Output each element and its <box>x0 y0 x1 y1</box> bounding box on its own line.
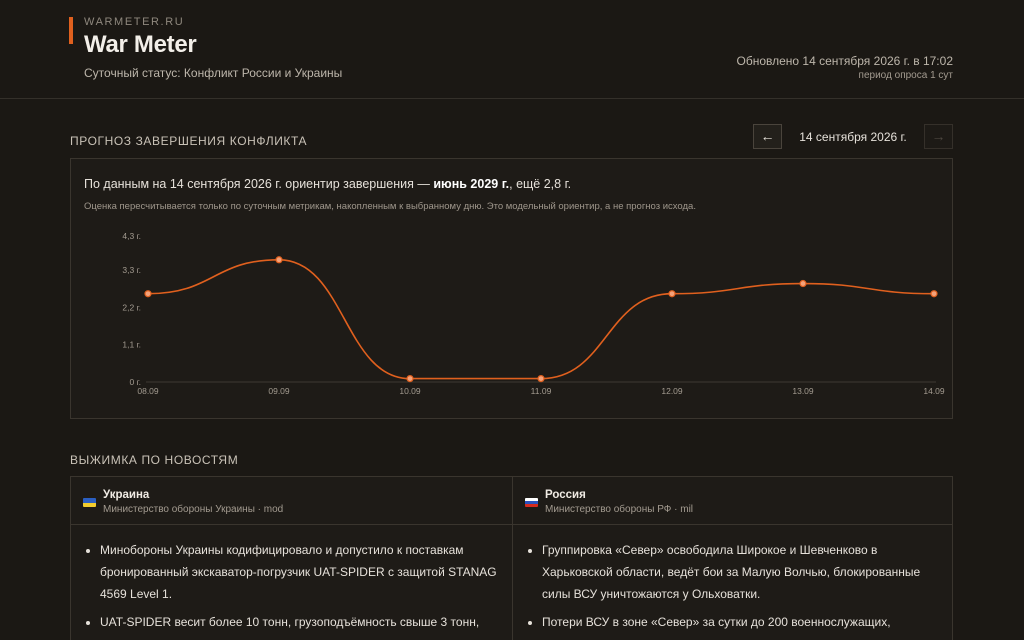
list-item: Потери ВСУ в зоне «Север» за сутки до 20… <box>542 611 946 633</box>
forecast-note: Оценка пересчитывается только по суточны… <box>84 201 696 212</box>
news-list-ukraine: Минобороны Украины кодифицировало и допу… <box>100 539 504 639</box>
list-item: Группировка «Север» освободила Широкое и… <box>542 539 946 605</box>
y-tick-label: 1,1 г. <box>122 340 141 350</box>
russia-flag-icon <box>525 498 538 507</box>
forecast-series-line <box>147 258 935 380</box>
news-card: Украина Министерство обороны Украины · m… <box>70 476 953 640</box>
data-point[interactable] <box>668 290 676 298</box>
news-section-title: ВЫЖИМКА ПО НОВОСТЯМ <box>70 453 239 467</box>
page-subtitle: Суточный статус: Конфликт России и Украи… <box>84 66 343 80</box>
forecast-chart: 4,3 г. 3,3 г. 2,2 г. 1,1 г. 0 г.08.09 09.09 10… <box>122 231 945 396</box>
x-tick-label: 14.09 <box>923 386 945 396</box>
prev-day-button[interactable]: ← <box>753 124 782 149</box>
country-name-russia: Россия <box>545 489 586 501</box>
source-russia: Министерство обороны РФ · mil <box>545 504 694 515</box>
news-header-ukraine: Украина Министерство обороны Украины · m… <box>71 477 512 525</box>
news-list-russia: Группировка «Север» освободила Широкое и… <box>542 539 946 639</box>
data-point[interactable] <box>799 279 807 288</box>
page-title: War Meter <box>84 31 197 58</box>
forecast-end-date: июнь 2029 г. <box>433 177 510 191</box>
brand-accent-bar <box>69 17 73 44</box>
list-item: UAT-SPIDER весит более 10 тонн, грузопод… <box>100 611 504 633</box>
news-column-ukraine: Украина Министерство обороны Украины · m… <box>71 477 512 640</box>
y-tick-label: 4,3 г. <box>122 231 141 241</box>
forecast-summary: По данным на 14 сентября 2026 г. ориенти… <box>84 177 572 191</box>
forecast-card: По данным на 14 сентября 2026 г. ориенти… <box>70 158 953 419</box>
data-point[interactable] <box>275 256 283 264</box>
x-tick-label: 13.09 <box>792 386 814 396</box>
data-point[interactable] <box>144 290 152 298</box>
y-tick-label: 3,3 г. <box>122 265 141 275</box>
x-tick-label: 08.09 <box>137 386 159 396</box>
ukraine-flag-icon <box>83 498 96 507</box>
news-header-russia: Россия Министерство обороны РФ · mil <box>513 477 952 525</box>
source-ukraine: Министерство обороны Украины · mod <box>103 504 284 515</box>
updated-timestamp: Обновлено 14 сентября 2026 г. в 17:02 <box>736 54 954 68</box>
poll-period: период опроса 1 сут <box>858 70 953 81</box>
forecast-section-title: ПРОГНОЗ ЗАВЕРШЕНИЯ КОНФЛИКТА <box>70 134 308 148</box>
current-date: 14 сентября 2026 г. <box>799 130 907 144</box>
y-tick-label: 0 г. <box>129 377 141 387</box>
y-tick-label: 2,2 г. <box>122 302 141 312</box>
x-tick-label: 11.09 <box>531 386 552 396</box>
brand-label: WARMETER.RU <box>84 16 185 28</box>
data-point[interactable] <box>537 375 545 383</box>
x-tick-label: 12.09 <box>661 386 683 396</box>
x-tick-label: 10.09 <box>399 386 421 396</box>
country-name-ukraine: Украина <box>103 489 150 501</box>
news-column-russia: Россия Министерство обороны РФ · mil Гру… <box>512 477 952 640</box>
data-point[interactable] <box>930 290 938 298</box>
app-header: WARMETER.RU War Meter Суточный статус: К… <box>0 0 1024 99</box>
x-tick-label: 09.09 <box>268 386 290 396</box>
next-day-button[interactable]: → <box>924 124 953 149</box>
list-item: Минобороны Украины кодифицировало и допу… <box>100 539 504 605</box>
data-point[interactable] <box>406 375 414 383</box>
